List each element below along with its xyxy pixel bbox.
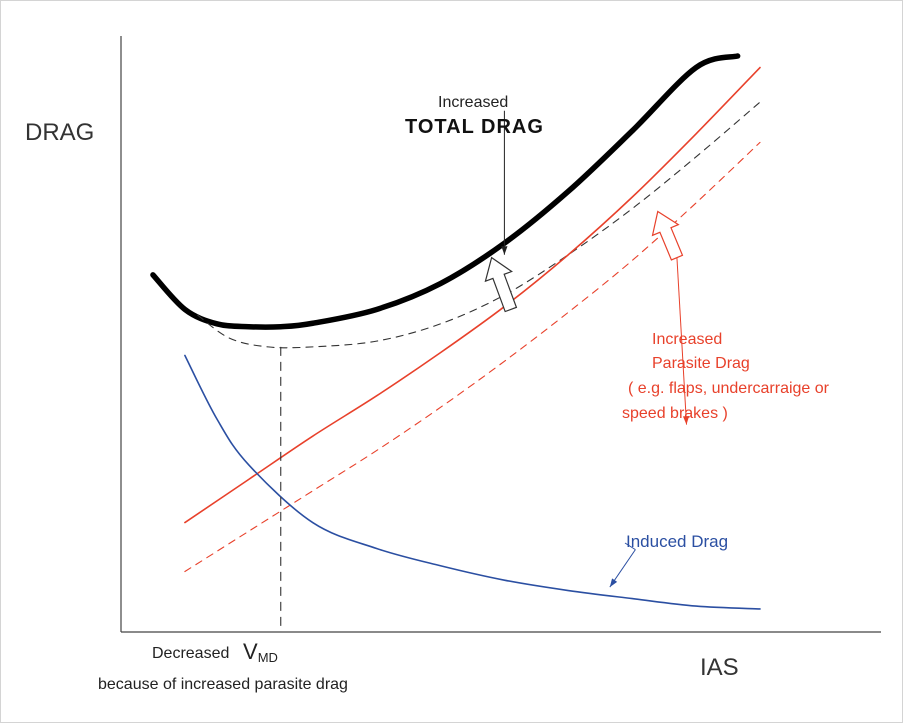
parasite-drag-increase-arrow	[651, 210, 684, 261]
x-axis-label: IAS	[700, 654, 739, 681]
vmd-note: because of increased parasite drag	[98, 676, 348, 693]
series-line-total-drag-original	[197, 101, 761, 349]
series-line-parasite-drag-increased	[184, 66, 761, 524]
series-line-parasite-drag-original	[184, 141, 761, 573]
total-drag-increase-arrow	[484, 256, 518, 313]
induced-drag-leader-head	[609, 578, 618, 588]
parasite-annotation-line3: ( e.g. flaps, undercarraige or	[628, 380, 829, 397]
total-drag-annotation-line2: TOTAL DRAG	[405, 116, 544, 138]
parasite-annotation-line2: Parasite Drag	[652, 355, 750, 372]
series-line-total-drag-increased	[150, 53, 741, 330]
induced-drag-annotation: Induced Drag	[626, 532, 729, 551]
parasite-annotation-line4: speed brakes )	[622, 405, 728, 422]
series-line-induced-drag	[184, 354, 761, 610]
vmd-symbol: V	[243, 639, 258, 664]
parasite-drag-leader-head	[682, 416, 690, 425]
vmd-prefix-label: Decreased	[152, 645, 230, 662]
parasite-drag-leader	[676, 257, 688, 425]
total-drag-leader-head	[501, 246, 508, 255]
parasite-annotation-line1: Increased	[652, 331, 723, 348]
induced-drag-label-stub	[624, 542, 636, 551]
vmd-label: VMD	[243, 639, 278, 665]
y-axis-label: DRAG	[25, 119, 95, 146]
total-drag-annotation-line1: Increased	[438, 94, 509, 111]
vmd-subscript: MD	[257, 650, 278, 665]
